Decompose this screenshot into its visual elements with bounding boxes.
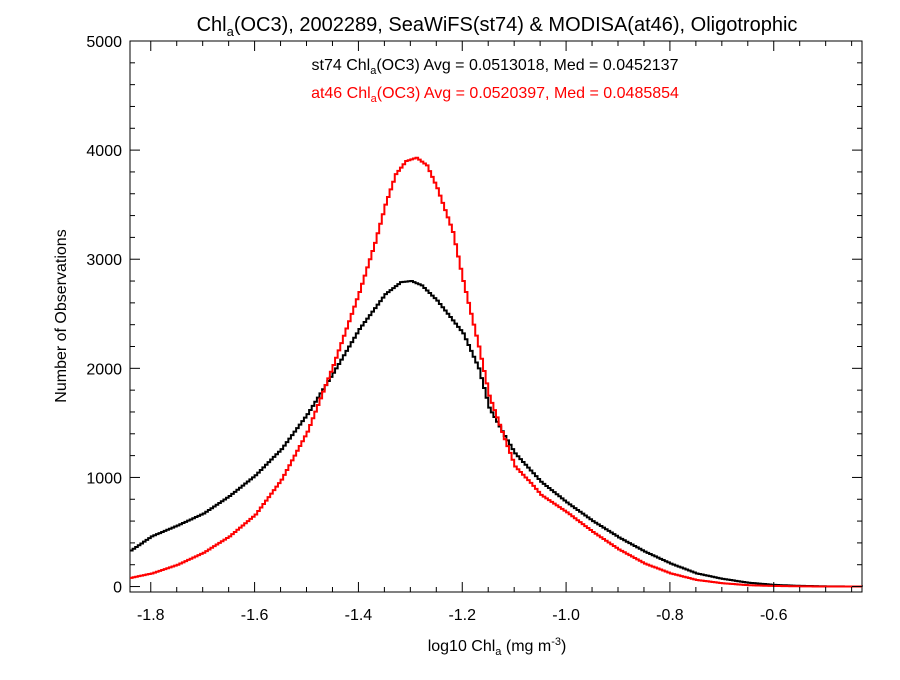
series-layer <box>130 156 863 588</box>
histogram-series-0 <box>130 280 863 588</box>
x-tick-label-0: -1.8 <box>137 607 165 624</box>
x-tick-label-5: -0.8 <box>656 607 684 624</box>
y-tick-label-5: 5000 <box>86 34 122 51</box>
y-axis-label: Number of Observations <box>53 229 70 402</box>
x-axis-label: log10 Chla (mg m-3) <box>428 636 567 658</box>
y-tick-label-3: 3000 <box>86 252 122 269</box>
y-tick-label-1: 1000 <box>86 470 122 487</box>
histogram-series-1 <box>130 156 862 588</box>
y-tick-label-0: 0 <box>113 580 122 597</box>
x-tick-label-3: -1.2 <box>448 607 476 624</box>
annotation-at46: at46 Chla(OC3) Avg = 0.0520397, Med = 0.… <box>311 85 679 105</box>
y-tick-label-4: 4000 <box>86 143 122 160</box>
plot-frame <box>129 40 863 593</box>
x-tick-label-2: -1.4 <box>345 607 373 624</box>
x-tick-label-1: -1.6 <box>241 607 269 624</box>
x-tick-label-6: -0.6 <box>760 607 788 624</box>
x-tick-label-4: -1.0 <box>552 607 580 624</box>
y-axis-ticks: 0 1000 2000 3000 4000 5000 <box>86 34 862 597</box>
y-tick-label-2: 2000 <box>86 361 122 378</box>
x-axis-ticks: -1.8 -1.6 -1.4 -1.2 -1.0 -0.8 -0.6 <box>137 41 853 624</box>
annotation-st74: st74 Chla(OC3) Avg = 0.0513018, Med = 0.… <box>312 57 679 77</box>
chart-title: Chla(OC3), 2002289, SeaWiFS(st74) & MODI… <box>197 14 798 39</box>
